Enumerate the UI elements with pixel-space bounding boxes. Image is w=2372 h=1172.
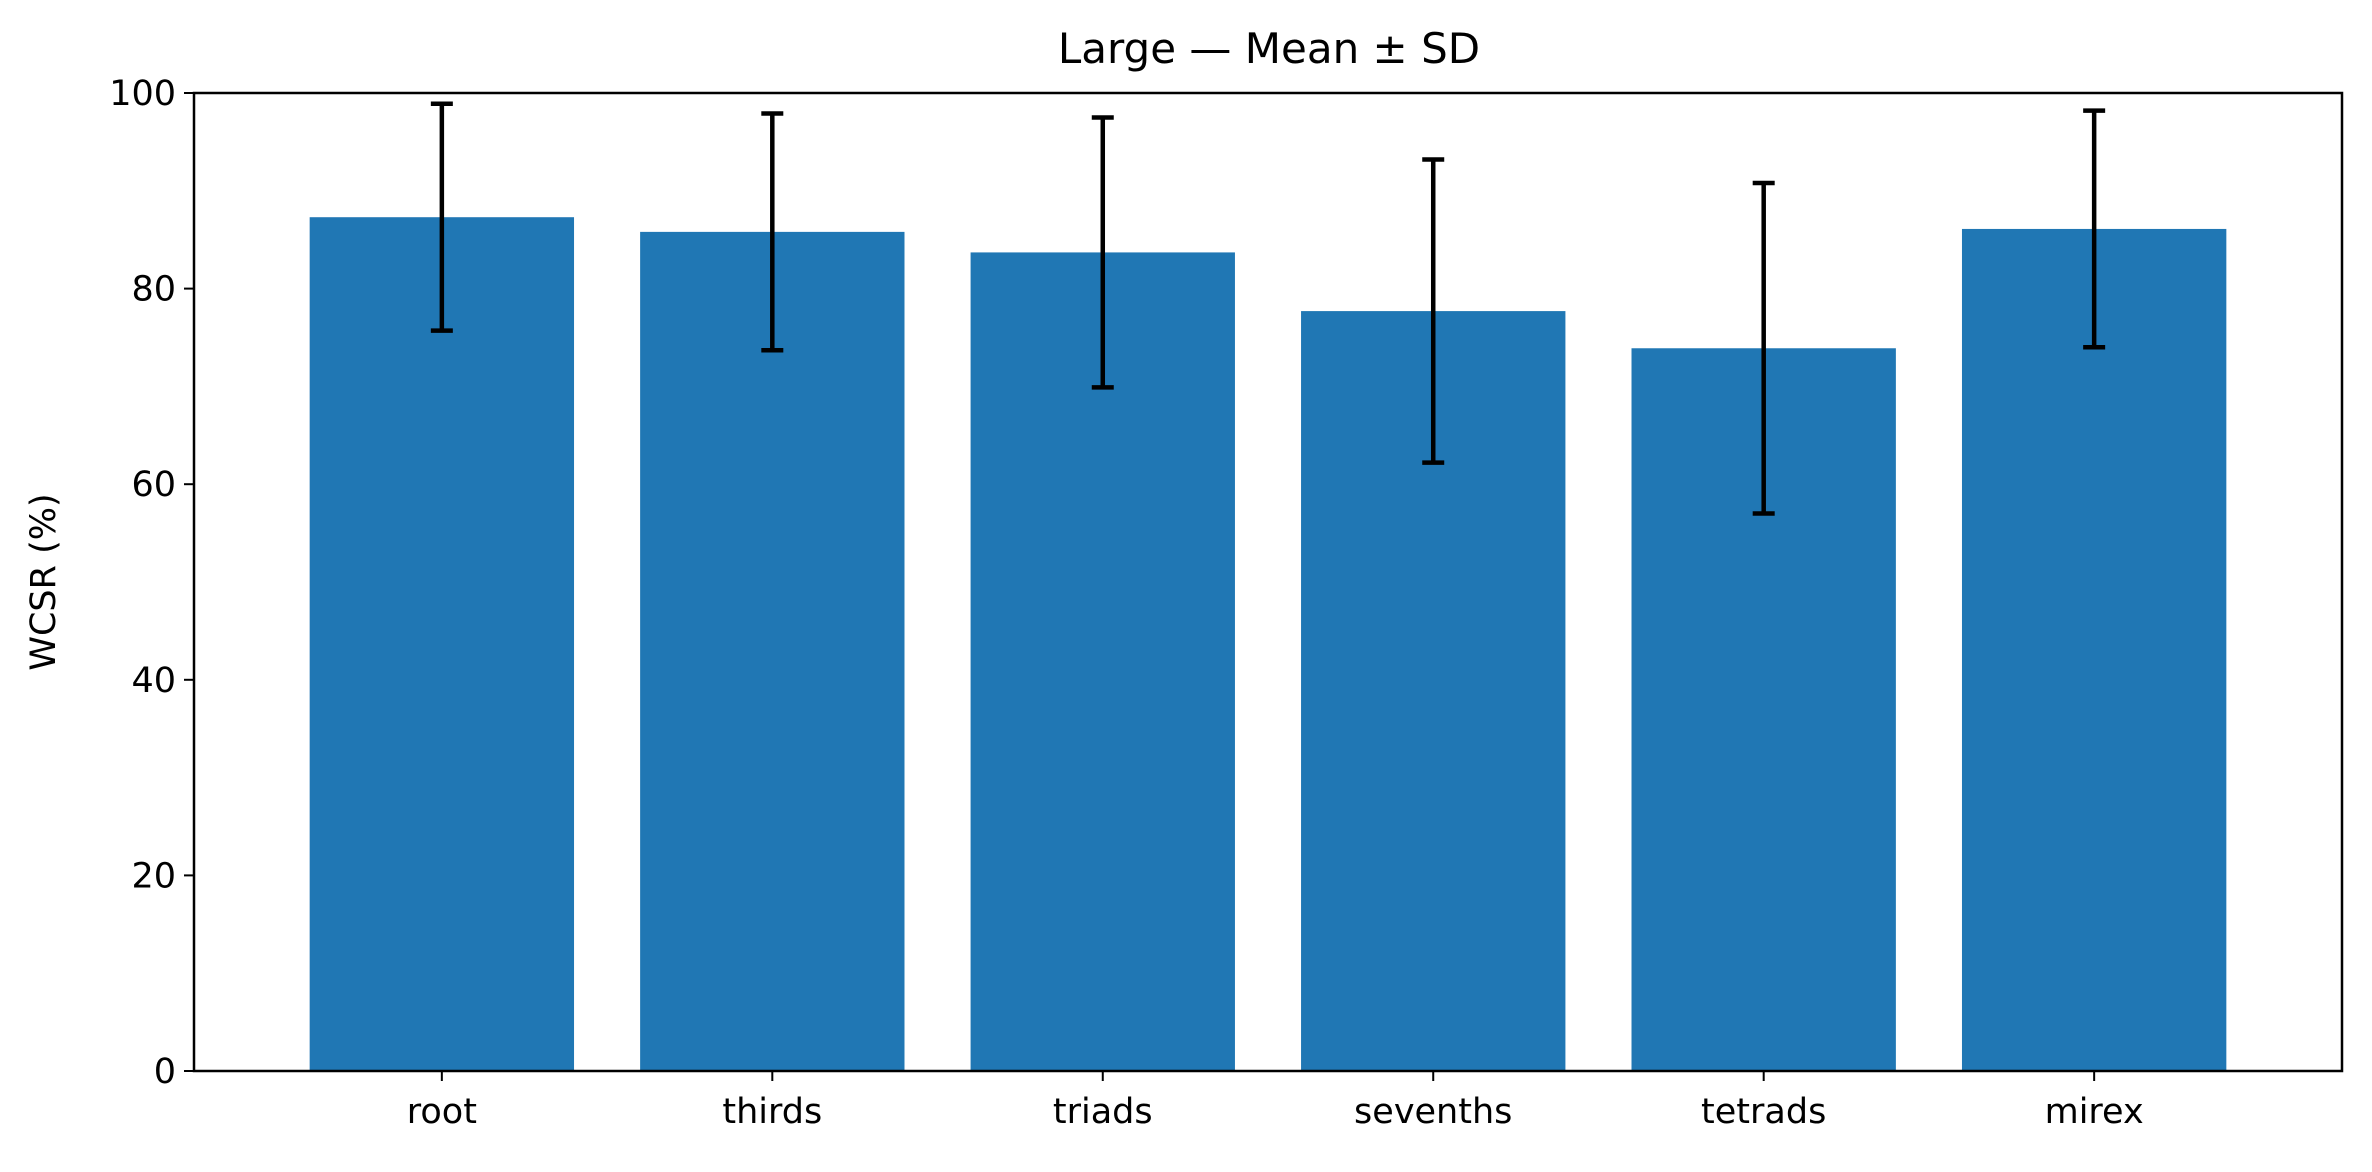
error-bar-root [430, 101, 453, 333]
error-bar-tetrads [1752, 180, 1775, 516]
x-tick-label-mirex: mirex [2045, 1092, 2144, 1132]
error-bar-mirex [2083, 108, 2106, 350]
x-tick-label-root: root [407, 1092, 477, 1132]
y-tick-label-100: 100 [109, 74, 176, 114]
y-tick-label-40: 40 [131, 661, 176, 701]
bar-root [309, 217, 575, 1071]
ticks-layer: root thirds triads sevenths tetrads mirex 0 20 4… [109, 74, 2144, 1132]
error-bars-layer [430, 101, 2106, 516]
chart-title: Large — Mean ± SD [1058, 24, 1480, 73]
y-tick-label-80: 80 [131, 270, 176, 310]
x-tick-label-sevenths: sevenths [1354, 1092, 1512, 1132]
y-tick-label-60: 60 [131, 465, 176, 505]
error-bar-sevenths [1422, 157, 1445, 465]
error-bar-triads [1091, 115, 1114, 390]
x-tick-label-thirds: thirds [722, 1092, 822, 1132]
bar-mirex [1961, 228, 2227, 1071]
y-tick-label-20: 20 [131, 856, 176, 896]
bar-thirds [640, 231, 905, 1072]
y-tick-label-0: 0 [154, 1052, 176, 1092]
x-tick-label-triads: triads [1053, 1092, 1153, 1132]
error-bar-thirds [761, 111, 784, 353]
x-tick-label-tetrads: tetrads [1701, 1092, 1826, 1132]
axes-layer [192, 91, 2344, 1073]
y-axis-label: WCSR (%) [24, 493, 64, 670]
bars-layer [309, 217, 2227, 1072]
plot-frame [192, 91, 2344, 1073]
